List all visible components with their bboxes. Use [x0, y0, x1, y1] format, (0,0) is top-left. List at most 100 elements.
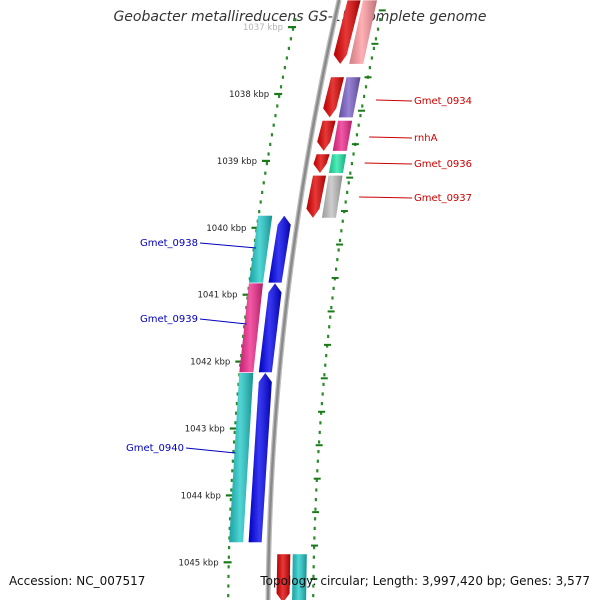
category-strip-shade — [229, 372, 254, 543]
gene-label[interactable]: Gmet_0940 — [126, 443, 184, 454]
gene-label[interactable]: Gmet_0939 — [140, 314, 198, 325]
outer-dot — [357, 123, 360, 127]
inner-dot — [227, 584, 230, 588]
outer-dot — [325, 354, 328, 358]
outer-dot — [323, 373, 326, 377]
inner-dot — [262, 181, 265, 185]
forward-gene[interactable] — [317, 120, 353, 151]
gene-label[interactable]: rnhA — [414, 133, 438, 144]
inner-dot — [230, 488, 233, 492]
outer-dot — [314, 498, 317, 502]
outer-dot — [332, 286, 335, 290]
category-strip-shade — [292, 554, 307, 600]
strand-arrow-shade — [306, 175, 327, 218]
inner-dot — [233, 430, 236, 434]
outer-dot — [317, 450, 320, 454]
scale-tick-label: 1042 kbp — [190, 358, 230, 368]
inner-dot — [267, 152, 270, 156]
inner-dot — [228, 526, 231, 530]
outer-dot — [347, 181, 350, 185]
outer-dot — [349, 171, 352, 175]
inner-dot — [264, 171, 267, 175]
outer-dot — [312, 555, 315, 559]
label-leader — [376, 99, 413, 102]
forward-gene-partial[interactable] — [276, 554, 307, 600]
outer-dot — [312, 594, 315, 598]
inner-dot — [231, 469, 234, 473]
scale-tick-label: 1038 kbp — [229, 90, 269, 100]
outer-dot — [363, 94, 366, 98]
outer-dot — [346, 190, 349, 194]
inner-dot — [231, 459, 234, 463]
strand-arrow-shade — [313, 154, 330, 173]
outer-dot — [352, 152, 355, 156]
outer-dot — [320, 402, 323, 406]
outer-dot — [338, 238, 342, 242]
outer-dot — [336, 258, 339, 262]
gene-label[interactable]: Gmet_0937 — [414, 193, 472, 204]
inner-dot — [287, 46, 290, 50]
category-strip-shade — [338, 77, 361, 118]
reverse-gene[interactable] — [239, 283, 282, 373]
scale-ticks: 1037 kbp 1038 kbp 1039 kbp 1040 kbp 1041 kbp… — [179, 9, 386, 581]
scale-tick-label: 1039 kbp — [217, 157, 257, 167]
outer-dot — [313, 536, 316, 540]
inner-dot — [285, 56, 288, 60]
label-leader — [185, 447, 236, 454]
gene-label[interactable]: Gmet_0938 — [140, 238, 198, 249]
forward-gene[interactable] — [313, 154, 347, 173]
label-leader — [359, 196, 413, 199]
genome-title: Geobacter metallireducens GS-15, complet… — [113, 9, 487, 25]
strand-arrow-shade — [323, 77, 344, 118]
inner-dot — [229, 507, 232, 511]
outer-dot — [315, 488, 318, 492]
inner-dot — [265, 162, 269, 166]
outer-dot — [329, 315, 332, 319]
outer-dot — [314, 507, 317, 511]
gene-features — [229, 0, 378, 600]
inner-dot — [232, 440, 236, 444]
outer-dot — [322, 382, 325, 386]
inner-dot — [259, 200, 262, 204]
inner-dot — [274, 114, 277, 118]
outer-dot — [376, 27, 380, 31]
outer-dot — [312, 584, 315, 588]
scale-tick-label: 1041 kbp — [198, 291, 238, 301]
inner-dot — [228, 517, 232, 521]
outer-dot — [368, 66, 371, 70]
outer-dot — [317, 440, 321, 444]
reverse-gene[interactable] — [249, 215, 291, 283]
inner-dot — [291, 27, 295, 31]
inner-dot — [278, 94, 281, 98]
inner-dot — [241, 344, 244, 348]
inner-dot — [230, 478, 233, 482]
category-strip-shade — [328, 154, 347, 173]
backbone — [265, 0, 342, 600]
category-strip-shade — [321, 175, 343, 218]
inner-dot — [236, 392, 239, 396]
reverse-gene[interactable] — [229, 372, 272, 543]
forward-gene[interactable] — [306, 175, 343, 218]
strand-arrow-shade — [333, 0, 361, 64]
outer-dot — [330, 306, 333, 310]
outer-dot — [324, 363, 327, 367]
forward-gene[interactable] — [323, 77, 361, 118]
label-leader — [364, 162, 413, 165]
gene-label[interactable]: Gmet_0934 — [414, 96, 472, 107]
forward-gene-partial[interactable] — [333, 0, 378, 64]
label-leader — [199, 318, 247, 325]
inner-dot — [227, 574, 230, 578]
outer-dot — [344, 200, 347, 204]
label-leader — [369, 136, 413, 139]
outer-dot — [350, 162, 354, 166]
inner-dot — [227, 594, 230, 598]
inner-dot — [242, 334, 245, 338]
outer-dot — [374, 37, 378, 41]
strand-arrow-shade — [317, 120, 336, 151]
gene-label[interactable]: Gmet_0936 — [414, 159, 472, 170]
outer-dot — [372, 46, 375, 50]
outer-dot — [312, 574, 315, 578]
outer-dot — [370, 56, 373, 60]
outer-dot — [313, 546, 316, 550]
